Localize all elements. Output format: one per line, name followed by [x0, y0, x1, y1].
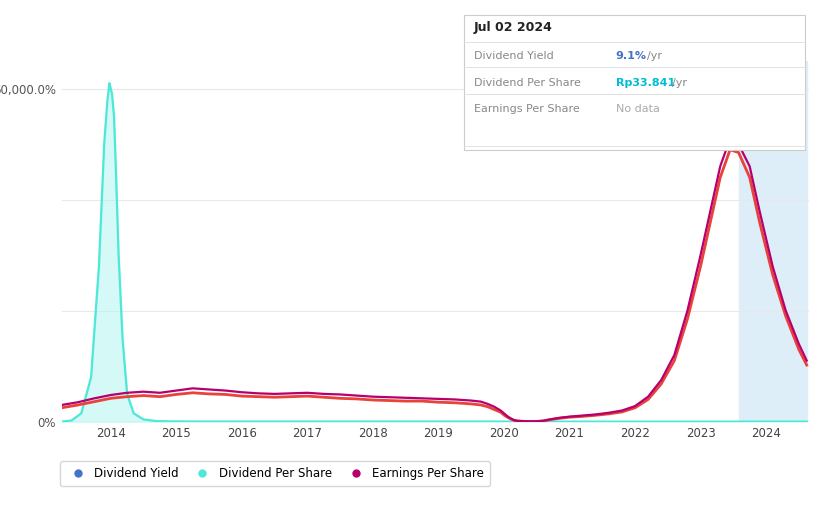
Text: Past: Past	[741, 75, 766, 88]
Text: 9.1%: 9.1%	[616, 51, 647, 61]
Text: No data: No data	[616, 104, 659, 114]
Text: /yr: /yr	[672, 78, 686, 88]
Text: /yr: /yr	[647, 51, 662, 61]
Legend: Dividend Yield, Dividend Per Share, Earnings Per Share: Dividend Yield, Dividend Per Share, Earn…	[60, 461, 490, 486]
Text: Rp33.841: Rp33.841	[616, 78, 675, 88]
Text: Dividend Yield: Dividend Yield	[474, 51, 553, 61]
Text: Dividend Per Share: Dividend Per Share	[474, 78, 580, 88]
Text: Jul 02 2024: Jul 02 2024	[474, 21, 553, 35]
Bar	[739, 61, 807, 422]
Text: Earnings Per Share: Earnings Per Share	[474, 104, 580, 114]
